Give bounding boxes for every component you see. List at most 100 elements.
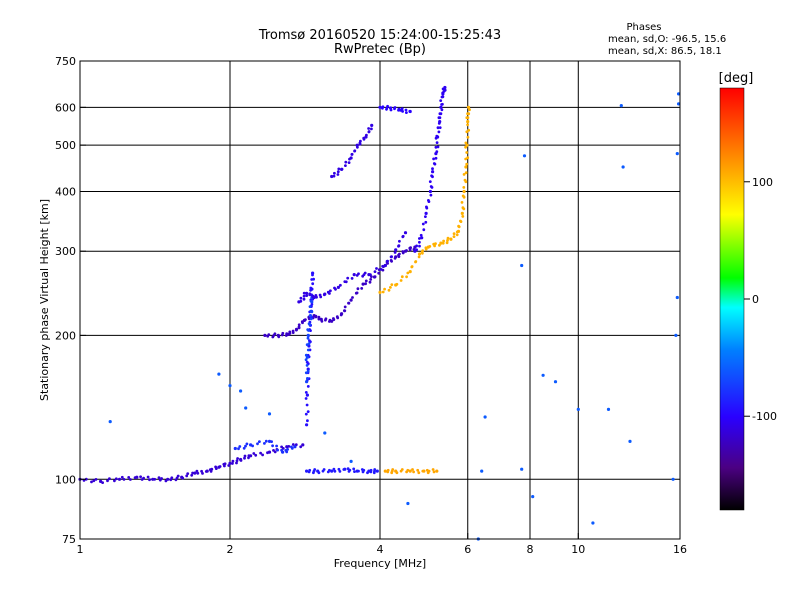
echo-point <box>591 521 595 525</box>
echo-point <box>306 333 310 337</box>
echo-point <box>363 271 367 275</box>
echo-point <box>153 477 157 481</box>
echo-point <box>305 403 309 407</box>
echo-point <box>463 178 467 182</box>
phases-o-mode: mean, sd,O: -96.5, 15.6 <box>608 34 726 45</box>
echo-point <box>398 252 401 256</box>
echo-point <box>439 99 443 102</box>
echo-point <box>267 439 272 443</box>
y-tick-label: 500 <box>55 139 76 152</box>
x-tick-label: 10 <box>571 543 585 556</box>
echo-point <box>343 305 347 309</box>
echo-point <box>606 407 611 411</box>
echo-point <box>299 299 303 303</box>
echo-point <box>356 287 360 291</box>
echo-point <box>435 150 439 154</box>
echo-point <box>120 475 124 479</box>
echo-point <box>431 167 434 171</box>
echo-point <box>531 495 535 499</box>
echo-point <box>328 468 331 472</box>
echo-point <box>432 470 436 474</box>
echo-point <box>306 385 310 388</box>
echo-point <box>256 442 259 446</box>
echo-point <box>308 305 312 308</box>
echo-point <box>273 450 277 454</box>
echo-point <box>434 242 437 246</box>
echo-point <box>288 332 292 335</box>
echo-point <box>340 312 344 316</box>
echo-point <box>418 244 421 248</box>
echo-point <box>373 270 377 273</box>
echo-point <box>465 130 469 134</box>
echo-point <box>405 275 408 279</box>
echo-point <box>358 142 362 146</box>
echo-point <box>108 420 112 424</box>
echo-point <box>431 170 435 174</box>
echo-point <box>332 467 336 471</box>
echo-point <box>441 241 445 245</box>
echo-point <box>520 263 524 268</box>
echo-point <box>243 454 247 458</box>
echo-point <box>166 477 170 481</box>
echo-point <box>452 232 456 236</box>
echo-point <box>355 291 359 295</box>
echo-point <box>677 102 681 106</box>
y-tick-label: 200 <box>55 329 76 342</box>
echo-point <box>305 393 309 397</box>
echo-point <box>258 440 261 443</box>
echo-point <box>352 467 356 471</box>
echo-point <box>231 462 234 465</box>
echo-point <box>237 447 240 451</box>
echo-point <box>242 446 246 450</box>
echo-point <box>369 468 373 472</box>
echo-point <box>333 171 336 175</box>
echo-point <box>264 439 268 443</box>
echo-point <box>434 145 438 149</box>
data-points <box>78 85 681 541</box>
echo-point <box>462 189 466 194</box>
echo-point <box>368 280 372 284</box>
colorbar-ticks: 100 0 -100 <box>744 176 777 423</box>
echo-point <box>350 153 354 156</box>
echo-point <box>436 126 440 130</box>
echo-point <box>160 477 164 480</box>
echo-point <box>393 106 397 109</box>
echo-point <box>428 189 432 194</box>
echo-point <box>228 461 232 465</box>
echo-point <box>275 444 278 448</box>
echo-point <box>378 105 382 109</box>
echo-point <box>281 450 285 454</box>
echo-point <box>438 112 442 116</box>
echo-point <box>320 319 324 323</box>
echo-point <box>306 419 309 423</box>
x-tick-label: 8 <box>527 543 534 556</box>
echo-point <box>432 162 436 165</box>
echo-point <box>389 108 393 112</box>
echo-point <box>459 219 462 223</box>
echo-point <box>218 465 222 468</box>
echo-point <box>427 469 431 473</box>
echo-point <box>305 380 309 384</box>
echo-point <box>349 156 353 160</box>
echo-point <box>409 246 412 250</box>
echo-point <box>195 469 199 473</box>
echo-point <box>403 231 408 235</box>
echo-point <box>305 291 309 295</box>
echo-point <box>322 468 326 471</box>
echo-point <box>106 479 109 483</box>
echo-point <box>480 469 484 473</box>
echo-point <box>310 302 314 306</box>
echo-point <box>464 157 468 161</box>
echo-point <box>350 277 354 280</box>
echo-point <box>389 286 392 289</box>
echo-point <box>364 282 367 286</box>
echo-point <box>127 476 131 479</box>
echo-point <box>438 120 442 124</box>
echo-point <box>330 174 334 179</box>
echo-point <box>406 468 410 472</box>
echo-point <box>181 476 185 480</box>
echo-point <box>379 268 383 271</box>
echo-point <box>290 447 294 450</box>
echo-point <box>398 239 401 243</box>
y-axis-label: Stationary phase Virtual Height [km] <box>38 199 51 401</box>
